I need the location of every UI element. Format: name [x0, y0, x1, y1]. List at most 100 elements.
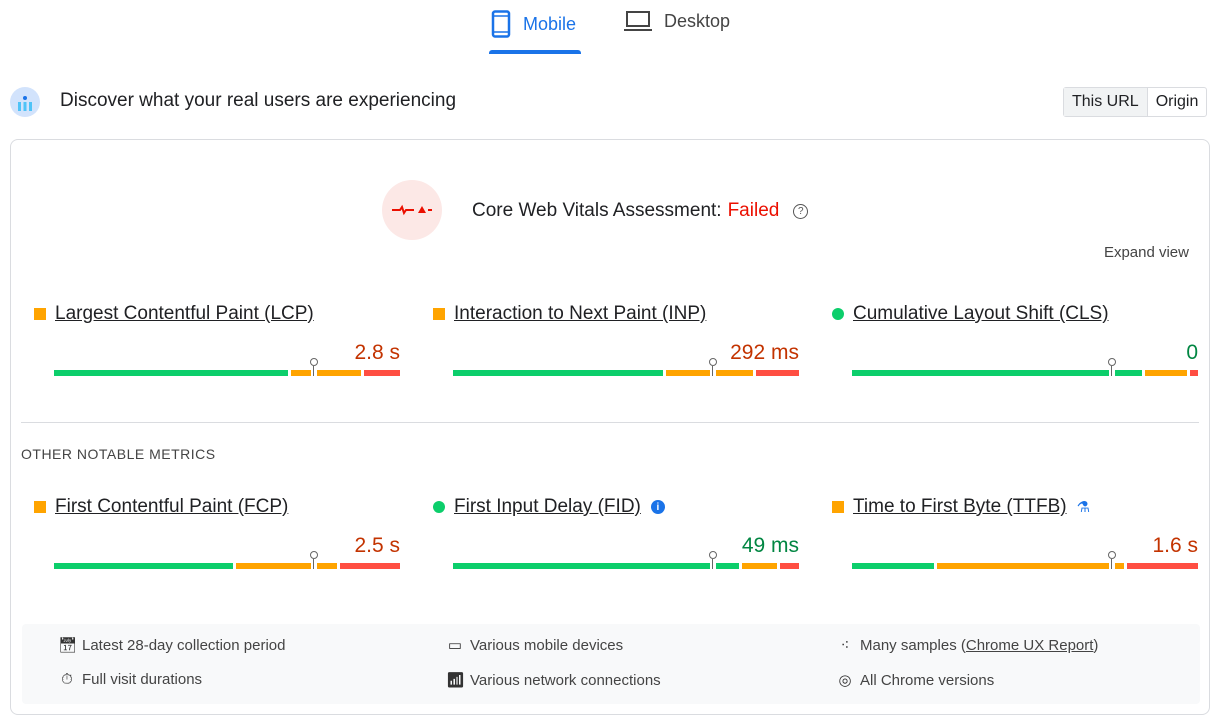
needs-improvement-square-icon — [433, 308, 445, 320]
metric-title: Largest Contentful Paint (LCP) — [34, 303, 314, 325]
needs-improvement-square-icon — [832, 501, 844, 513]
good-segment — [852, 370, 1142, 376]
p75-marker — [1107, 551, 1116, 569]
metric-value: 1.6 s — [1152, 534, 1198, 557]
tab-label: Mobile — [523, 13, 577, 34]
tab-desktop[interactable]: Desktop — [624, 10, 730, 32]
url-origin-toggle[interactable]: This URL Origin — [1063, 87, 1208, 117]
poor-segment — [339, 563, 400, 569]
data-info-panel: 📅︎ Latest 28-day collection period ▭ Vario… — [22, 624, 1200, 704]
tab-label: Desktop — [664, 10, 731, 31]
other-metrics-heading: OTHER NOTABLE METRICS — [21, 446, 216, 462]
footer-item: 📅︎ Latest 28-day collection period — [58, 636, 286, 655]
poor-segment — [1127, 563, 1198, 569]
p75-marker — [309, 358, 318, 376]
distribution-bar — [852, 358, 1198, 376]
metric-lcp: Largest Contentful Paint (LCP) 2.8 s — [34, 303, 401, 403]
timer-icon: ⏱︎ — [61, 671, 73, 688]
assessment-title: Core Web Vitals Assessment: Failed ? — [472, 200, 809, 222]
chrome-ux-report-link[interactable]: Chrome UX Report — [965, 636, 1094, 654]
metric-ttfb: Time to First Byte (TTFB) ⚗︎ 1.6 s — [832, 496, 1199, 596]
crux-logo-icon — [10, 87, 40, 117]
metric-inp: Interaction to Next Paint (INP) 292 ms — [433, 303, 800, 403]
tab-mobile[interactable]: Mobile — [491, 10, 576, 38]
laptop-icon — [624, 11, 652, 31]
metric-value: 292 ms — [730, 341, 799, 364]
needs-improvement-square-icon — [34, 308, 46, 320]
assessment-label: Core Web Vitals Assessment: — [472, 200, 722, 221]
needs-improvement-segment — [235, 563, 337, 569]
footer-item: ▭ Various mobile devices — [446, 636, 624, 655]
metric-value: 2.5 s — [354, 534, 400, 557]
devices-icon: ▭ — [447, 637, 463, 654]
distribution-bar — [54, 358, 400, 376]
distribution-bar — [453, 358, 799, 376]
footer-text: Various network connections — [470, 671, 661, 689]
help-icon[interactable]: ? — [793, 203, 809, 219]
poor-segment — [1189, 370, 1198, 376]
footer-text: Many samples ( — [860, 636, 966, 654]
needs-improvement-segment — [1144, 370, 1187, 376]
footer-text: Various mobile devices — [470, 636, 624, 654]
distribution-bar — [852, 551, 1198, 569]
footer-text: All Chrome versions — [860, 671, 995, 689]
metric-value: 0 — [1186, 341, 1198, 364]
needs-improvement-segment — [937, 563, 1125, 569]
p75-marker — [309, 551, 318, 569]
good-segment — [453, 370, 664, 376]
good-segment — [54, 370, 289, 376]
metric-link[interactable]: Largest Contentful Paint (LCP) — [55, 303, 314, 324]
footer-text: Full visit durations — [82, 671, 203, 688]
metric-value: 49 ms — [741, 534, 799, 557]
calendar-icon: 📅︎ — [58, 637, 78, 654]
metric-fid: First Input Delay (FID) i 49 ms — [433, 496, 800, 596]
needs-improvement-segment — [742, 563, 778, 569]
footer-item: ⏱︎ Full visit durations — [58, 671, 202, 688]
distribution-bar — [54, 551, 400, 569]
metric-link[interactable]: Time to First Byte (TTFB) — [853, 496, 1067, 517]
poor-segment — [780, 563, 799, 569]
metric-title: First Input Delay (FID) i — [433, 496, 665, 518]
metric-link[interactable]: First Input Delay (FID) — [454, 496, 641, 517]
divider — [21, 422, 1199, 423]
metric-title: Time to First Byte (TTFB) ⚗︎ — [832, 496, 1090, 518]
footer-text: Latest 28-day collection period — [82, 636, 286, 654]
chrome-icon: ◎ — [838, 672, 852, 689]
active-tab-indicator — [489, 50, 581, 54]
expand-view-button[interactable]: Expand view — [1103, 244, 1189, 261]
metric-title: Interaction to Next Paint (INP) — [433, 303, 706, 325]
smartphone-icon — [491, 10, 511, 38]
good-segment — [54, 563, 233, 569]
good-circle-icon — [832, 308, 844, 320]
this-url-button[interactable]: This URL — [1064, 88, 1148, 116]
p75-marker — [1107, 358, 1116, 376]
distribution-bar — [453, 551, 799, 569]
footer-item: ◎ All Chrome versions — [836, 671, 995, 690]
good-segment — [852, 563, 935, 569]
samples-icon: ⁖ — [840, 637, 850, 654]
metric-link[interactable]: First Contentful Paint (FCP) — [55, 496, 289, 517]
origin-button[interactable]: Origin — [1155, 93, 1199, 110]
field-data-card: Core Web Vitals Assessment: Failed ? Exp… — [10, 139, 1210, 715]
metric-link[interactable]: Cumulative Layout Shift (CLS) — [853, 303, 1109, 324]
metric-link[interactable]: Interaction to Next Paint (INP) — [454, 303, 707, 324]
footer-text: ) — [1093, 636, 1099, 654]
metric-fcp: First Contentful Paint (FCP) 2.5 s — [34, 496, 401, 596]
network-icon: 📶︎ — [446, 672, 466, 689]
flask-icon[interactable]: ⚗︎ — [1076, 499, 1091, 516]
p75-marker — [708, 358, 717, 376]
footer-item: ⁖ Many samples (Chrome UX Report) — [836, 636, 1099, 655]
good-segment — [453, 563, 740, 569]
info-icon[interactable]: i — [650, 500, 665, 514]
metric-title: Cumulative Layout Shift (CLS) — [832, 303, 1109, 325]
p75-marker — [708, 551, 717, 569]
assessment-status: Failed — [727, 200, 780, 221]
metric-cls: Cumulative Layout Shift (CLS) 0 — [832, 303, 1199, 403]
poor-segment — [363, 370, 400, 376]
footer-item: 📶︎ Various network connections — [446, 671, 661, 690]
good-circle-icon — [433, 501, 445, 513]
assessment-failed-icon — [382, 180, 442, 240]
poor-segment — [756, 370, 799, 376]
page-title: Discover what your real users are experi… — [60, 90, 457, 111]
needs-improvement-segment — [291, 370, 361, 376]
